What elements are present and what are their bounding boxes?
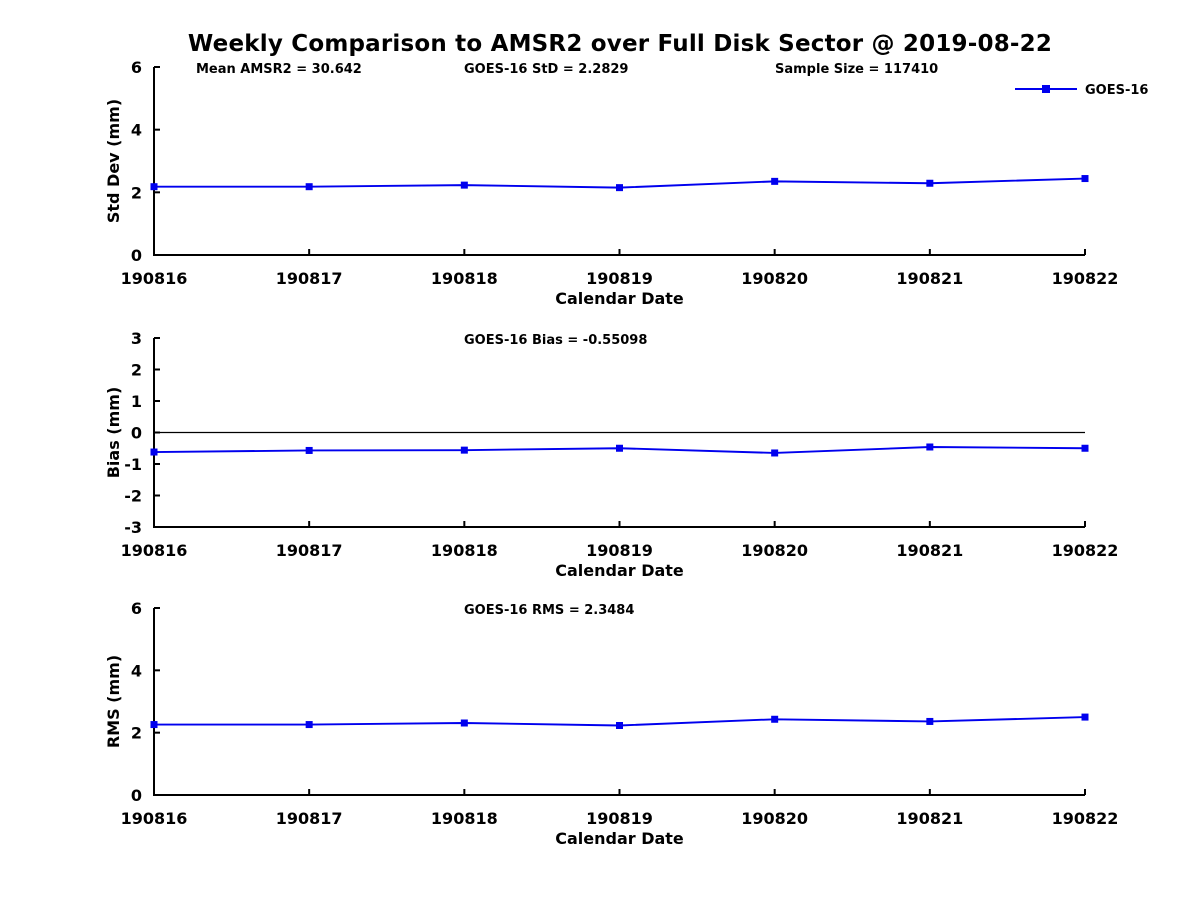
chart-annotation: GOES-16 RMS = 2.3484 (464, 603, 634, 618)
x-tick-label: 190822 (1052, 269, 1119, 288)
x-tick-label: 190818 (431, 809, 498, 828)
x-tick-label: 190820 (741, 541, 808, 560)
data-point-marker (150, 183, 158, 191)
data-point-marker (616, 721, 623, 729)
chart-annotation: Sample Size = 117410 (775, 62, 938, 77)
x-tick-label: 190819 (586, 809, 653, 828)
y-tick-label: 0 (131, 246, 142, 265)
y-tick-label: 2 (131, 724, 142, 743)
data-point-marker (926, 717, 934, 725)
x-tick-label: 190819 (586, 541, 653, 560)
y-tick-label: 2 (131, 361, 142, 380)
x-tick-label: 190821 (896, 541, 963, 560)
x-tick-label: 190820 (741, 809, 808, 828)
x-tick-label: 190822 (1052, 541, 1119, 560)
y-tick-label: -2 (124, 487, 142, 506)
legend-marker-icon (1042, 85, 1050, 93)
data-point-marker (460, 446, 468, 454)
x-tick-label: 190820 (741, 269, 808, 288)
x-tick-label: 190818 (431, 269, 498, 288)
x-axis-title: Calendar Date (555, 561, 684, 580)
x-tick-label: 190821 (896, 269, 963, 288)
y-tick-label: -3 (124, 518, 142, 537)
data-point-marker (305, 446, 313, 454)
y-tick-label: 0 (131, 424, 142, 443)
data-point-marker (1081, 175, 1089, 183)
x-tick-label: 190822 (1052, 809, 1119, 828)
chart-annotation: GOES-16 StD = 2.2829 (464, 62, 628, 77)
x-tick-label: 190817 (276, 541, 343, 560)
data-point-marker (771, 177, 779, 185)
x-tick-label: 190819 (586, 269, 653, 288)
y-tick-label: 3 (131, 329, 142, 348)
data-point-marker (616, 184, 623, 192)
y-tick-label: 1 (131, 392, 142, 411)
data-point-marker (460, 181, 468, 189)
x-axis-title: Calendar Date (555, 829, 684, 848)
x-tick-label: 190816 (121, 809, 188, 828)
x-axis-title: Calendar Date (555, 289, 684, 308)
x-tick-label: 190816 (121, 541, 188, 560)
x-tick-label: 190817 (276, 809, 343, 828)
y-tick-label: 0 (131, 786, 142, 805)
data-point-marker (926, 443, 934, 451)
y-tick-label: 6 (131, 599, 142, 618)
x-tick-label: 190818 (431, 541, 498, 560)
x-tick-label: 190821 (896, 809, 963, 828)
data-point-marker (150, 448, 158, 456)
data-point-marker (926, 179, 934, 187)
y-tick-label: -1 (124, 455, 142, 474)
data-point-marker (1081, 713, 1089, 721)
data-point-marker (305, 721, 313, 729)
chart-annotation: GOES-16 Bias = -0.55098 (464, 333, 647, 348)
data-point-marker (460, 719, 468, 727)
y-tick-label: 4 (131, 121, 142, 140)
x-tick-label: 190816 (121, 269, 188, 288)
chart-annotation: Mean AMSR2 = 30.642 (196, 62, 362, 77)
data-point-marker (1081, 444, 1089, 452)
y-tick-label: 4 (131, 661, 142, 680)
x-tick-label: 190817 (276, 269, 343, 288)
data-point-marker (771, 449, 779, 457)
data-point-marker (150, 721, 158, 729)
figure-title: Weekly Comparison to AMSR2 over Full Dis… (187, 31, 1053, 57)
data-point-marker (305, 183, 313, 191)
y-axis-title: Bias (mm) (104, 387, 123, 479)
legend-label: GOES-16 (1085, 83, 1148, 98)
data-point-marker (616, 444, 623, 452)
y-axis-title: Std Dev (mm) (104, 99, 123, 223)
data-point-marker (771, 715, 779, 723)
y-axis-title: RMS (mm) (104, 655, 123, 748)
y-tick-label: 2 (131, 183, 142, 202)
y-tick-label: 6 (131, 58, 142, 77)
